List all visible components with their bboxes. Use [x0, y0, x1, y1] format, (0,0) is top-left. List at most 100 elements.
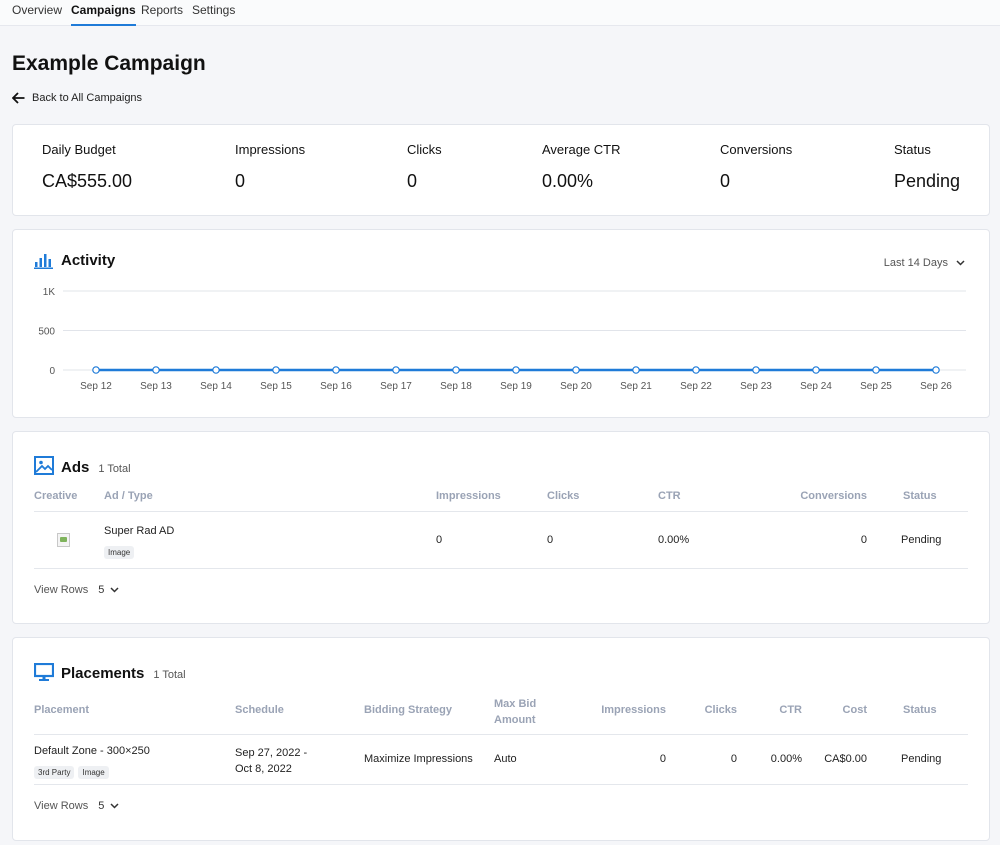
- x-tick-label: Sep 26: [920, 381, 952, 392]
- placement-status: Pending: [901, 753, 942, 765]
- chevron-down-icon: [110, 587, 119, 593]
- ad-conversions: 0: [860, 534, 867, 546]
- col-cost: Cost: [842, 704, 867, 716]
- data-point: [392, 366, 400, 374]
- placement-name[interactable]: Default Zone - 300×250: [34, 745, 150, 757]
- view-rows-value: 5: [98, 584, 105, 596]
- data-point: [752, 366, 760, 374]
- divider: [34, 734, 968, 735]
- stat-label: Status: [894, 142, 931, 157]
- col-ctr: CTR: [658, 490, 681, 502]
- x-tick-label: Sep 23: [740, 381, 772, 392]
- placements-card: Placements 1 Total Placement Schedule Bi…: [12, 637, 990, 841]
- data-point: [812, 366, 820, 374]
- stat-label: Conversions: [720, 142, 793, 157]
- data-point: [152, 366, 160, 374]
- chevron-down-icon: [110, 803, 119, 809]
- col-bidding-strategy: Bidding Strategy: [364, 704, 453, 716]
- col-max-bid-line1: Max Bid: [494, 698, 537, 710]
- chevron-down-icon: [956, 260, 965, 266]
- col-placement: Placement: [34, 704, 90, 716]
- view-rows-label: View Rows: [34, 800, 89, 812]
- placement-tags: 3rd Party Image: [34, 762, 113, 780]
- view-rows-value: 5: [98, 800, 105, 812]
- col-ctr: CTR: [779, 704, 802, 716]
- placement-tag-badge: 3rd Party: [34, 766, 75, 779]
- section-title: Activity: [61, 252, 116, 269]
- x-tick-label: Sep 24: [800, 381, 832, 392]
- view-rows-select[interactable]: View Rows 5: [34, 800, 119, 812]
- data-point: [632, 366, 640, 374]
- ads-header: Ads 1 Total: [61, 459, 131, 476]
- placement-impressions: 0: [659, 753, 666, 765]
- total-count: 1 Total: [98, 463, 131, 475]
- x-tick-label: Sep 14: [200, 381, 232, 392]
- tab-reports[interactable]: Reports: [141, 3, 184, 17]
- ad-clicks: 0: [547, 534, 554, 546]
- x-tick-label: Sep 21: [620, 381, 652, 392]
- stat-clicks: Clicks 0: [407, 142, 442, 192]
- stat-average-ctr: Average CTR 0.00%: [542, 142, 621, 192]
- placement-bidding: Maximize Impressions: [364, 753, 473, 765]
- divider: [34, 568, 968, 569]
- back-link[interactable]: Back to All Campaigns: [12, 92, 142, 104]
- stat-value: 0: [720, 171, 731, 191]
- view-rows-select[interactable]: View Rows 5: [34, 584, 119, 596]
- stats-card: Daily Budget CA$555.00 Impressions 0 Cli…: [12, 124, 990, 216]
- ads-card: Ads 1 Total Creative Ad / Type Impressio…: [12, 431, 990, 624]
- placement-schedule: Sep 27, 2022 - Oct 8, 2022: [235, 745, 307, 777]
- schedule-end: Oct 8, 2022: [235, 763, 292, 775]
- col-clicks: Clicks: [704, 704, 737, 716]
- col-max-bid-line2: Amount: [494, 714, 536, 726]
- stat-label: Impressions: [235, 142, 306, 157]
- col-impressions: Impressions: [601, 704, 666, 716]
- data-point: [272, 366, 280, 374]
- data-point: [932, 366, 940, 374]
- col-status: Status: [903, 490, 937, 502]
- col-clicks: Clicks: [547, 490, 580, 502]
- schedule-start: Sep 27, 2022 -: [235, 747, 308, 759]
- stat-label: Clicks: [407, 142, 442, 157]
- divider: [34, 511, 968, 512]
- stat-value: Pending: [894, 171, 961, 191]
- ad-name[interactable]: Super Rad AD: [104, 525, 175, 537]
- y-tick-label: 500: [38, 327, 55, 338]
- tab-campaigns[interactable]: Campaigns: [71, 3, 136, 26]
- placements-header: Placements 1 Total: [61, 665, 186, 682]
- col-creative: Creative: [34, 490, 78, 502]
- activity-chart: 1K 500 0 Sep 12 Sep 13 Sep 14 Sep 15 Sep 16 Sep …: [38, 287, 966, 392]
- stat-value: 0: [407, 171, 418, 191]
- stat-value: CA$555.00: [42, 171, 133, 191]
- bar-chart-icon: [34, 254, 53, 269]
- y-tick-label: 0: [49, 366, 55, 377]
- tab-overview[interactable]: Overview: [12, 3, 63, 17]
- stat-value: 0.00%: [542, 171, 594, 191]
- placement-ctr: 0.00%: [770, 753, 802, 765]
- x-tick-label: Sep 25: [860, 381, 892, 392]
- placement-clicks: 0: [730, 753, 737, 765]
- tab-settings[interactable]: Settings: [192, 3, 236, 17]
- stat-daily-budget: Daily Budget CA$555.00: [42, 142, 132, 192]
- page-title: Example Campaign: [12, 52, 206, 75]
- image-icon: [34, 456, 54, 475]
- col-impressions: Impressions: [436, 490, 501, 502]
- data-point: [332, 366, 340, 374]
- data-point: [212, 366, 220, 374]
- x-tick-label: Sep 13: [140, 381, 172, 392]
- y-tick-label: 1K: [43, 287, 56, 298]
- back-link-label: Back to All Campaigns: [32, 92, 143, 104]
- date-range-label: Last 14 Days: [883, 257, 948, 269]
- x-tick-label: Sep 22: [680, 381, 712, 392]
- data-point: [452, 366, 460, 374]
- activity-header: Activity: [61, 252, 115, 269]
- view-rows-label: View Rows: [34, 584, 89, 596]
- data-point: [512, 366, 520, 374]
- col-conversions: Conversions: [800, 490, 867, 502]
- ad-ctr: 0.00%: [658, 534, 690, 546]
- ad-type-wrap: Image: [104, 542, 138, 560]
- date-range-select[interactable]: Last 14 Days: [884, 257, 965, 269]
- x-tick-label: Sep 15: [260, 381, 292, 392]
- col-ad-type: Ad / Type: [104, 490, 153, 502]
- x-tick-label: Sep 20: [560, 381, 592, 392]
- data-point: [572, 366, 580, 374]
